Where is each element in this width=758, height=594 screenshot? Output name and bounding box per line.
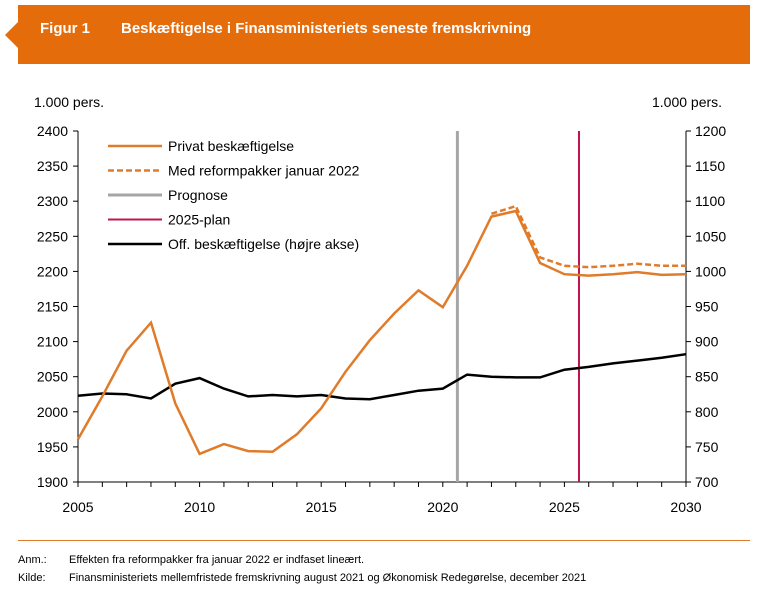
left-tick-label: 1950 <box>37 439 68 455</box>
left-tick-label: 2250 <box>37 228 68 244</box>
right-tick-label: 950 <box>695 299 719 315</box>
reform-packages-line <box>491 204 686 269</box>
right-tick-label: 1050 <box>695 228 726 244</box>
figure-title: Beskæftigelse i Finansministeriets senes… <box>121 20 532 37</box>
left-axis-unit: 1.000 pers. <box>34 94 105 110</box>
private-employment-line <box>76 209 687 456</box>
left-tick-label: 2350 <box>37 158 68 174</box>
right-tick-label: 1100 <box>695 193 725 209</box>
right-tick-label: 1200 <box>695 123 726 139</box>
legend-reform-label: Med reformpakker januar 2022 <box>168 163 360 179</box>
x-tick-label: 2015 <box>306 499 337 515</box>
left-tick-label: 2200 <box>37 263 68 279</box>
source-text: Finansministeriets mellemfristede fremsk… <box>69 572 587 584</box>
left-tick-label: 2100 <box>37 334 68 350</box>
x-tick-label: 2005 <box>62 499 93 515</box>
left-tick-label: 2150 <box>37 299 68 315</box>
figure-label: Figur 1 <box>40 20 91 37</box>
right-tick-label: 850 <box>695 369 719 385</box>
footer-divider <box>18 540 750 541</box>
right-tick-label: 1150 <box>695 158 725 174</box>
legend-forecast-label: Prognose <box>168 187 228 203</box>
left-tick-label: 1900 <box>37 474 68 490</box>
note-text: Effekten fra reformpakker fra januar 202… <box>69 554 365 566</box>
employment-chart: 2400 2350 2300 2250 2200 2150 2100 2050 2000 1950… <box>37 123 727 515</box>
right-tick-label: 750 <box>695 439 719 455</box>
title-banner <box>5 5 750 64</box>
right-axis-unit: 1.000 pers. <box>652 94 723 110</box>
left-tick-label: 2300 <box>37 193 68 209</box>
right-tick-label: 1000 <box>695 263 726 279</box>
legend-private-label: Privat beskæftigelse <box>168 138 294 154</box>
legend-public-label: Off. beskæftigelse (højre akse) <box>168 236 359 252</box>
x-tick-label: 2030 <box>670 499 701 515</box>
note-label: Anm.: <box>18 554 47 566</box>
x-tick-label: 2020 <box>427 499 458 515</box>
right-tick-label: 700 <box>695 474 719 490</box>
left-tick-label: 2050 <box>37 369 68 385</box>
left-tick-label: 2400 <box>37 123 68 139</box>
legend-plan-label: 2025-plan <box>168 212 230 228</box>
x-tick-label: 2010 <box>184 499 215 515</box>
public-employment-line <box>77 352 687 401</box>
banner-shape <box>5 5 750 64</box>
left-tick-label: 2000 <box>37 404 68 420</box>
x-tick-label: 2025 <box>549 499 580 515</box>
right-tick-label: 900 <box>695 334 719 350</box>
right-tick-label: 800 <box>695 404 719 420</box>
source-label: Kilde: <box>18 572 46 584</box>
